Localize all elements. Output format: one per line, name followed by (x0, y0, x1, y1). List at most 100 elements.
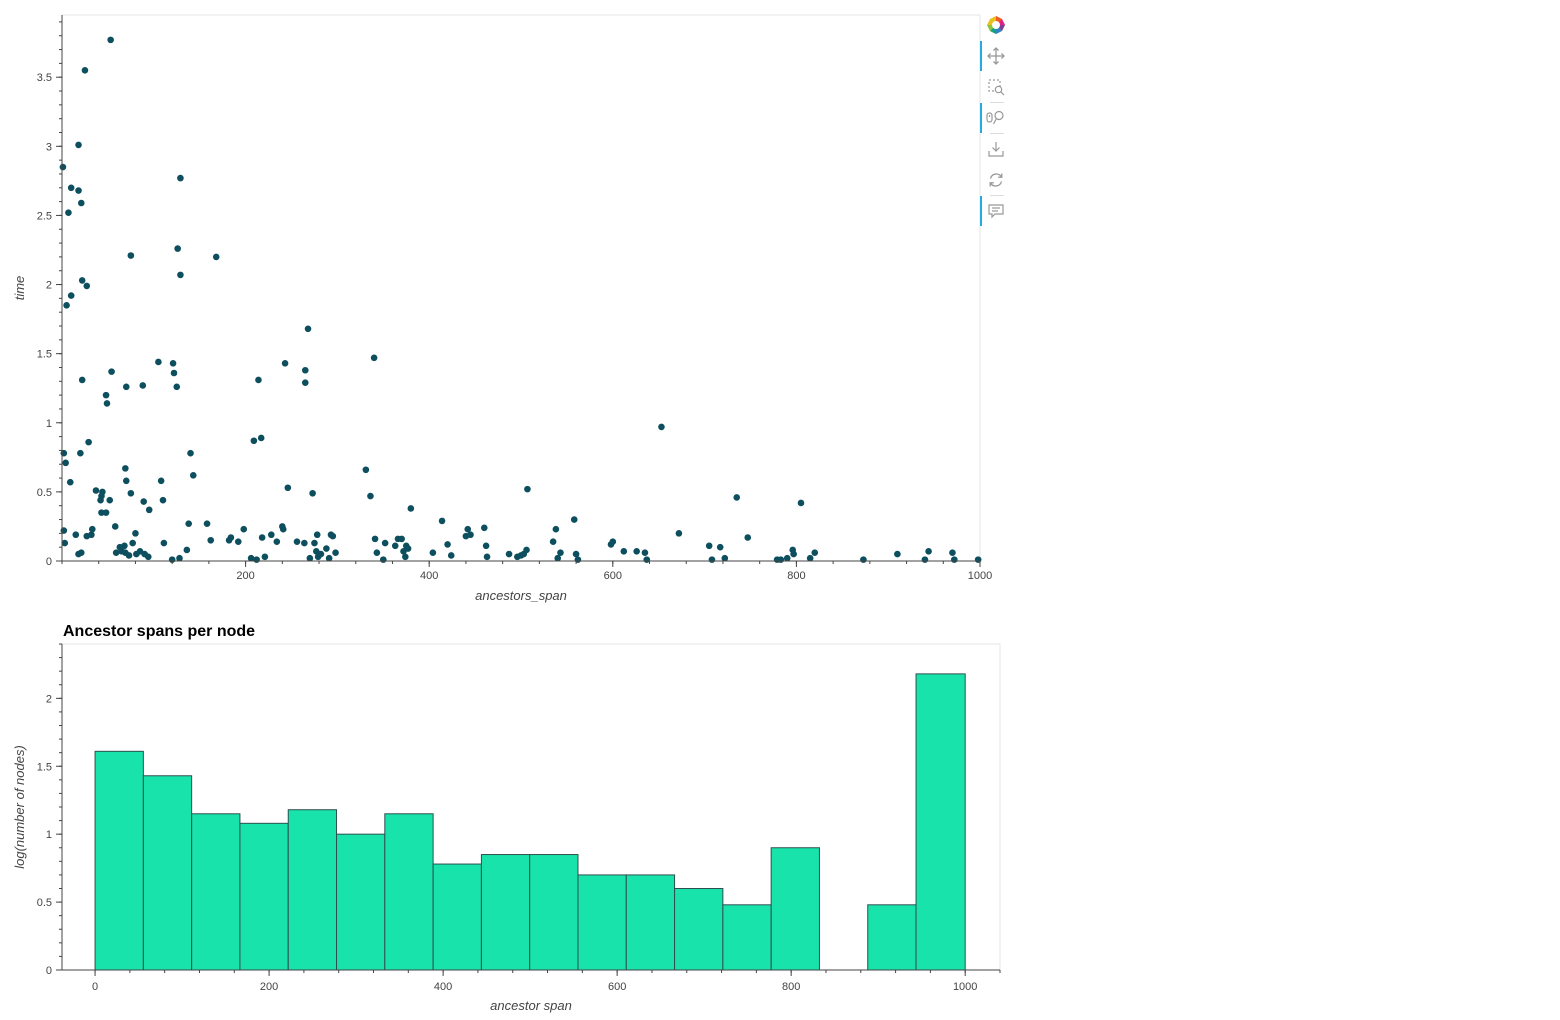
scatter-point[interactable] (61, 539, 69, 547)
scatter-point[interactable] (371, 535, 379, 543)
histogram-bar[interactable] (432, 863, 482, 971)
scatter-point[interactable] (309, 489, 316, 497)
histogram-bar[interactable] (94, 750, 144, 971)
histogram-bar[interactable] (239, 822, 289, 971)
scatter-point[interactable] (744, 534, 752, 541)
histogram-bar[interactable] (674, 888, 724, 971)
scatter-point[interactable] (155, 358, 162, 366)
scatter-point[interactable] (273, 538, 281, 545)
histogram-bars[interactable] (94, 673, 966, 971)
scatter-point[interactable] (177, 271, 184, 279)
scatter-point[interactable] (570, 516, 578, 523)
scatter-point[interactable] (557, 549, 564, 557)
scatter-point[interactable] (708, 556, 716, 563)
scatter-point[interactable] (81, 66, 89, 74)
scatter-point[interactable] (157, 477, 165, 485)
scatter-point[interactable] (524, 485, 531, 493)
scatter-point[interactable] (170, 369, 178, 377)
scatter-point[interactable] (398, 535, 405, 543)
scatter-point[interactable] (790, 550, 797, 558)
scatter-point[interactable] (523, 546, 530, 554)
scatter-point[interactable] (78, 376, 86, 384)
scatter-point[interactable] (85, 438, 92, 446)
scatter-point[interactable] (75, 141, 82, 149)
scatter-point[interactable] (77, 549, 85, 557)
wheel-zoom-tool-button[interactable] (980, 103, 1010, 133)
scatter-point[interactable] (250, 437, 258, 445)
scatter-point[interactable] (255, 376, 262, 384)
scatter-point[interactable] (480, 524, 488, 532)
scatter-point[interactable] (658, 423, 665, 431)
scatter-point[interactable] (950, 556, 958, 563)
histogram-bar[interactable] (529, 854, 579, 971)
scatter-point[interactable] (402, 553, 409, 561)
scatter-point[interactable] (174, 245, 181, 252)
scatter-point[interactable] (102, 509, 110, 516)
scatter-point[interactable] (284, 484, 292, 492)
scatter-point[interactable] (77, 449, 84, 457)
scatter-point[interactable] (716, 543, 724, 551)
scatter-point[interactable] (129, 539, 136, 547)
scatter-point[interactable] (301, 379, 309, 386)
scatter-point[interactable] (705, 542, 713, 550)
scatter-point[interactable] (261, 553, 269, 561)
scatter-point[interactable] (317, 550, 325, 558)
scatter-point[interactable] (108, 368, 115, 375)
scatter-point[interactable] (373, 549, 381, 557)
histogram-bar[interactable] (142, 775, 193, 971)
scatter-point[interactable] (391, 542, 399, 550)
scatter-point[interactable] (783, 554, 791, 562)
histogram-bar[interactable] (336, 833, 386, 971)
scatter-point[interactable] (112, 549, 120, 557)
scatter-point[interactable] (438, 517, 446, 525)
histogram-bar[interactable] (480, 854, 531, 971)
scatter-point[interactable] (921, 556, 929, 563)
scatter-point[interactable] (549, 538, 557, 545)
pan-tool-button[interactable] (980, 41, 1010, 71)
histogram-bar[interactable] (915, 673, 966, 971)
scatter-point[interactable] (367, 492, 374, 500)
scatter-point[interactable] (381, 539, 389, 547)
scatter-point[interactable] (106, 496, 114, 504)
scatter-point[interactable] (177, 174, 184, 182)
scatter-point[interactable] (132, 530, 139, 537)
scatter-point[interactable] (103, 400, 111, 407)
scatter-point[interactable] (203, 520, 211, 527)
scatter-point[interactable] (925, 548, 932, 555)
scatter-point[interactable] (407, 505, 415, 512)
scatter-point[interactable] (65, 209, 72, 216)
scatter-point[interactable] (72, 531, 80, 539)
scatter-point[interactable] (176, 554, 183, 562)
scatter-point[interactable] (140, 498, 148, 505)
box-zoom-tool-button[interactable] (980, 72, 1010, 102)
scatter-point[interactable] (59, 163, 67, 171)
scatter-point[interactable] (83, 282, 91, 290)
scatter-point[interactable] (159, 496, 167, 504)
scatter-point[interactable] (311, 539, 318, 547)
scatter-point[interactable] (797, 499, 805, 507)
scatter-point[interactable] (227, 534, 235, 541)
scatter-point[interactable] (860, 556, 867, 563)
scatter-point[interactable] (122, 477, 130, 485)
scatter-point[interactable] (122, 383, 130, 391)
scatter-point[interactable] (212, 253, 220, 261)
scatter-point[interactable] (253, 556, 260, 563)
scatter-point[interactable] (444, 541, 451, 548)
scatter-point[interactable] (234, 538, 242, 545)
scatter-point[interactable] (323, 545, 330, 552)
scatter-point[interactable] (332, 549, 339, 557)
scatter-point[interactable] (169, 360, 177, 367)
scatter-point[interactable] (482, 542, 490, 550)
scatter-point[interactable] (380, 556, 387, 563)
scatter-point[interactable] (777, 556, 785, 563)
scatter-point[interactable] (78, 277, 86, 284)
scatter-point[interactable] (279, 525, 287, 533)
scatter-point[interactable] (102, 391, 110, 399)
histogram-bar[interactable] (625, 874, 676, 971)
scatter-point[interactable] (88, 525, 96, 533)
scatter-point[interactable] (304, 325, 312, 333)
scatter-point[interactable] (554, 554, 562, 562)
scatter-point[interactable] (127, 489, 135, 497)
scatter-point[interactable] (247, 554, 255, 562)
scatter-point[interactable] (306, 554, 314, 562)
